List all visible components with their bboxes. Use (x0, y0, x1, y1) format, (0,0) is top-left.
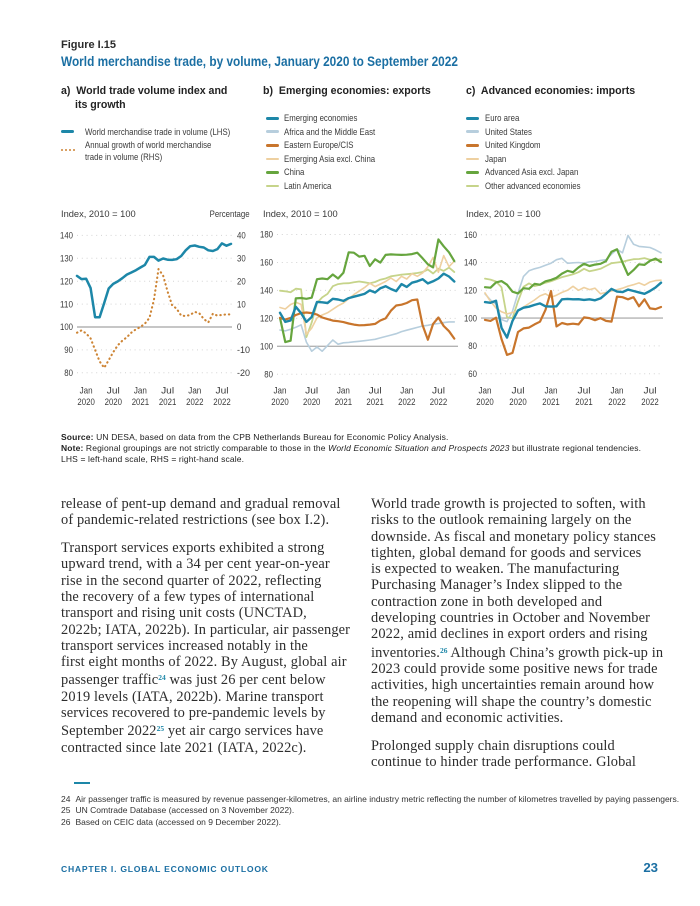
svg-text:Jan: Jan (400, 386, 413, 396)
svg-text:120: 120 (260, 314, 273, 324)
svg-text:20: 20 (237, 276, 246, 286)
svg-text:2020: 2020 (509, 397, 526, 407)
svg-text:160: 160 (260, 258, 273, 268)
svg-text:80: 80 (64, 368, 73, 378)
svg-text:140: 140 (60, 231, 73, 241)
svg-text:2020: 2020 (303, 397, 320, 407)
svg-text:100: 100 (260, 342, 273, 352)
svg-text:2021: 2021 (159, 397, 176, 407)
svg-text:Jan: Jan (479, 386, 492, 396)
svg-text:2022: 2022 (186, 397, 203, 407)
svg-text:Jul: Jul (512, 386, 525, 396)
svg-text:140: 140 (260, 286, 273, 296)
svg-text:2020: 2020 (77, 397, 94, 407)
svg-text:180: 180 (260, 230, 273, 240)
svg-text:80: 80 (468, 341, 477, 351)
svg-text:100: 100 (464, 313, 477, 323)
svg-text:2022: 2022 (213, 397, 230, 407)
svg-text:Jul: Jul (644, 386, 657, 396)
svg-text:Jul: Jul (432, 386, 445, 396)
svg-text:80: 80 (264, 369, 273, 379)
svg-text:2020: 2020 (271, 397, 288, 407)
svg-text:-20: -20 (237, 368, 250, 378)
svg-text:2021: 2021 (575, 397, 592, 407)
svg-text:10: 10 (237, 299, 246, 309)
svg-text:Jan: Jan (611, 386, 624, 396)
svg-text:120: 120 (464, 286, 477, 296)
svg-text:Jul: Jul (161, 386, 174, 396)
svg-text:Jan: Jan (188, 386, 201, 396)
svg-text:160: 160 (464, 230, 477, 240)
svg-text:2021: 2021 (335, 397, 352, 407)
svg-text:-10: -10 (237, 345, 250, 355)
svg-text:40: 40 (237, 231, 246, 241)
svg-text:Jul: Jul (578, 386, 591, 396)
svg-text:Jan: Jan (545, 386, 558, 396)
svg-text:Jan: Jan (337, 386, 350, 396)
svg-text:Jan: Jan (80, 386, 93, 396)
svg-text:30: 30 (237, 254, 246, 264)
svg-text:2020: 2020 (105, 397, 122, 407)
svg-text:2021: 2021 (366, 397, 383, 407)
svg-text:Jul: Jul (369, 386, 382, 396)
svg-text:Jan: Jan (134, 386, 147, 396)
svg-text:2022: 2022 (430, 397, 447, 407)
svg-text:0: 0 (237, 322, 241, 332)
svg-text:140: 140 (464, 258, 477, 268)
svg-text:2020: 2020 (476, 397, 493, 407)
svg-text:90: 90 (64, 345, 73, 355)
svg-text:130: 130 (60, 254, 73, 264)
svg-text:Jan: Jan (274, 386, 287, 396)
svg-text:Jul: Jul (107, 386, 120, 396)
svg-text:2022: 2022 (398, 397, 415, 407)
svg-text:110: 110 (60, 299, 73, 309)
svg-text:60: 60 (468, 369, 477, 379)
svg-text:2022: 2022 (641, 397, 658, 407)
svg-text:100: 100 (60, 322, 73, 332)
svg-text:Jul: Jul (305, 386, 318, 396)
svg-text:2021: 2021 (132, 397, 149, 407)
svg-text:120: 120 (60, 276, 73, 286)
svg-text:2021: 2021 (542, 397, 559, 407)
svg-text:2022: 2022 (608, 397, 625, 407)
svg-text:Jul: Jul (216, 386, 229, 396)
